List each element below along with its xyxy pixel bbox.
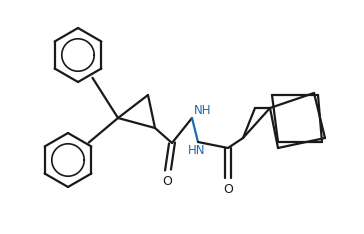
Text: HN: HN [188,144,206,157]
Text: O: O [223,183,233,196]
Text: NH: NH [194,104,211,117]
Text: O: O [162,175,172,188]
